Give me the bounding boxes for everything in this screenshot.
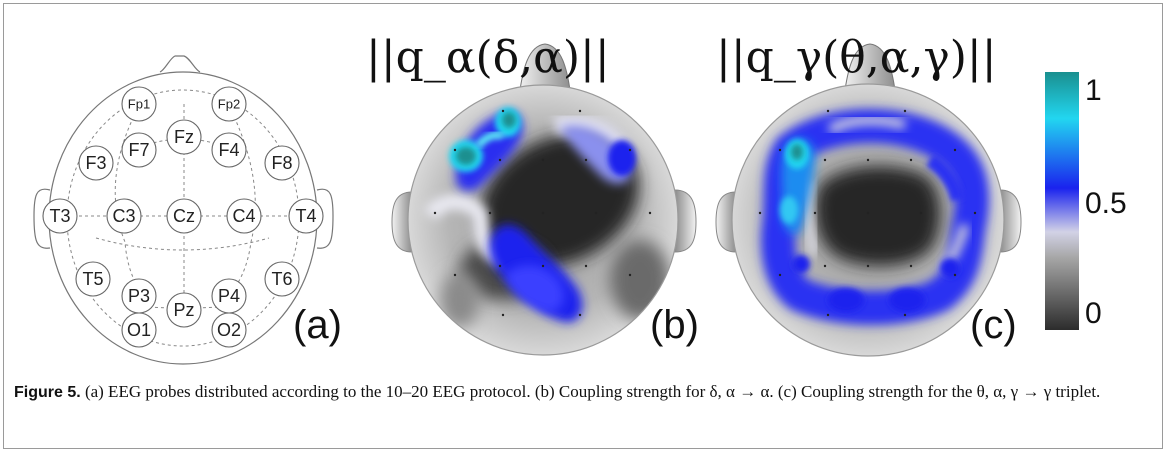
right-ear-icon: [674, 189, 697, 253]
panel-b-title: ||q_α(δ,α)||: [366, 32, 610, 83]
electrode-cz: Cz: [166, 198, 202, 234]
electrode-f7: F7: [121, 132, 157, 168]
electrode-f4: F4: [211, 132, 247, 168]
colorbar-gradient: [1045, 72, 1079, 330]
electrode-t6: T6: [264, 261, 300, 297]
electrode-label: T4: [295, 206, 316, 226]
figure-caption: Figure 5. (a) EEG probes distributed acc…: [14, 381, 1149, 404]
electrode-fp2: Fp2: [211, 86, 247, 122]
left-ear-icon: [391, 191, 413, 253]
electrode-p3: P3: [121, 278, 157, 314]
electrode-label: F4: [218, 140, 239, 160]
panel-label-c: (c): [970, 303, 1017, 347]
panel-c-title: ||q_γ(θ,α,γ)||: [716, 32, 997, 83]
left-ear-outline: [33, 188, 51, 249]
electrode-label: F3: [85, 153, 106, 173]
electrode-o2: O2: [211, 312, 247, 348]
electrode-f8: F8: [264, 145, 300, 181]
electrode-label: T3: [49, 206, 70, 226]
electrode-f3: F3: [78, 145, 114, 181]
electrode-o1: O1: [121, 312, 157, 348]
electrode-label: O2: [217, 320, 241, 340]
electrode-label: F7: [128, 140, 149, 160]
electrode-t4: T4: [288, 198, 324, 234]
panel-label-a: (a): [293, 303, 342, 347]
colorbar-tick-1: 1: [1085, 74, 1102, 107]
panel-label-b: (b): [650, 303, 699, 347]
sensor-dots: [758, 109, 977, 317]
colorbar-tick-0: 0: [1085, 297, 1102, 330]
right-ear-outline: [316, 188, 334, 249]
electrode-label: C3: [112, 206, 135, 226]
electrode-label: Fp1: [128, 97, 150, 112]
electrode-label: Fz: [174, 127, 194, 147]
figure-graphic: Fp1 Fp2 F7 Fz F4 F3 F8 T3 C3 Cz C4 T4 T5 T6 P3 Pz P4 O1 O2…: [33, 32, 1127, 365]
electrode-label: T5: [82, 269, 103, 289]
electrode-label: P4: [218, 286, 240, 306]
electrode-fp1: Fp1: [121, 86, 157, 122]
electrode-p4: P4: [211, 278, 247, 314]
figure-label: Figure 5.: [14, 384, 81, 401]
electrode-label: C4: [232, 206, 255, 226]
electrode-label: O1: [127, 320, 151, 340]
nose-icon: [519, 43, 571, 91]
electrode-label: P3: [128, 286, 150, 306]
nose-outline: [159, 55, 201, 73]
electrode-t5: T5: [75, 261, 111, 297]
panel-b-topomap: [391, 43, 697, 356]
electrode-fz: Fz: [166, 119, 202, 155]
colorbar-tick-0-5: 0.5: [1085, 187, 1127, 220]
caption-text: (a) EEG probes distributed according to …: [84, 382, 1101, 401]
figure-frame: [3, 3, 1163, 449]
electrode-t3: T3: [42, 198, 78, 234]
nose-icon: [844, 43, 896, 91]
electrode-c4: C4: [226, 198, 262, 234]
electrode-label: Fp2: [218, 97, 240, 112]
electrode-circles: Fp1 Fp2 F7 Fz F4 F3 F8 T3 C3 Cz C4 T4 T5 T6 P3 Pz P4 O1 O2: [42, 86, 324, 348]
sensor-dots: [433, 109, 652, 317]
colorbar: 1 0.5 0: [1045, 72, 1127, 330]
electrode-pz: Pz: [166, 292, 202, 328]
electrode-label: T6: [271, 269, 292, 289]
left-ear-icon: [715, 191, 737, 253]
right-ear-icon: [999, 189, 1022, 253]
electrode-label: F8: [271, 153, 292, 173]
electrode-c3: C3: [106, 198, 142, 234]
electrode-label: Cz: [173, 206, 195, 226]
electrode-label: Pz: [173, 300, 194, 320]
panel-c-topomap: [715, 43, 1022, 357]
